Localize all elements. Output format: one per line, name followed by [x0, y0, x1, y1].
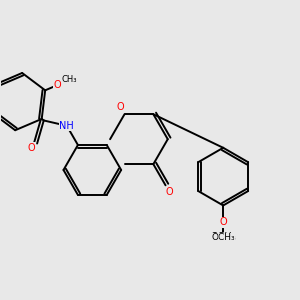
Text: O: O: [219, 217, 227, 227]
Text: O: O: [116, 101, 124, 112]
Text: NH: NH: [59, 121, 74, 131]
Text: OCH₃: OCH₃: [212, 233, 235, 242]
Text: CH₃: CH₃: [62, 75, 77, 84]
Text: O: O: [28, 143, 36, 153]
Text: OCH₃: OCH₃: [210, 232, 236, 242]
Text: O: O: [166, 187, 173, 197]
Text: O: O: [54, 80, 61, 90]
Text: O: O: [219, 217, 227, 227]
